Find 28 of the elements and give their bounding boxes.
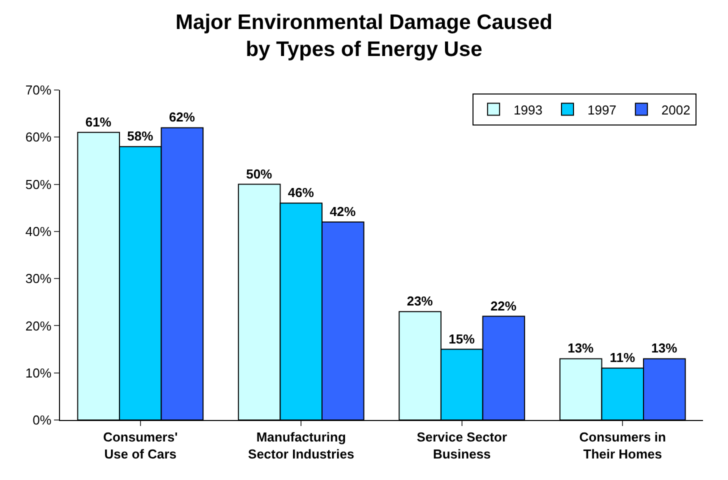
x-tick-label: Consumers in Their Homes (579, 430, 666, 462)
y-tick-label: 70% (25, 82, 52, 98)
y-tick-label: 0% (32, 412, 52, 428)
data-label: 15% (448, 331, 476, 346)
data-label: 22% (490, 298, 517, 314)
data-label: 50% (246, 166, 273, 182)
data-label: 23% (406, 294, 434, 309)
data-label: 42% (330, 204, 356, 219)
data-label: 13% (651, 340, 678, 356)
x-tick-label: Consumers' Use of Cars (103, 430, 178, 462)
x-tick-label: Service Sector Business (416, 430, 508, 462)
y-tick-label: 10% (25, 365, 52, 380)
y-tick-label: 50% (25, 176, 52, 192)
data-label: 58% (127, 128, 154, 144)
y-tick-label: 40% (25, 224, 52, 239)
data-label: 13% (568, 340, 594, 356)
legend-label: 2002 (661, 102, 690, 118)
legend-label: 1997 (587, 102, 616, 118)
x-tick-label: Manufacturing Sector Industries (248, 430, 354, 462)
data-label: 61% (85, 114, 112, 130)
chart-title: Major Environmental Damage Caused by Types of Energy Use (176, 10, 552, 62)
data-label: 11% (610, 350, 636, 366)
y-tick-label: 60% (25, 130, 52, 145)
y-tick-label: 30% (25, 271, 52, 286)
legend-label: 1993 (514, 102, 542, 118)
y-tick-label: 20% (25, 318, 52, 334)
data-label: 62% (168, 110, 196, 125)
data-label: 46% (288, 185, 314, 200)
